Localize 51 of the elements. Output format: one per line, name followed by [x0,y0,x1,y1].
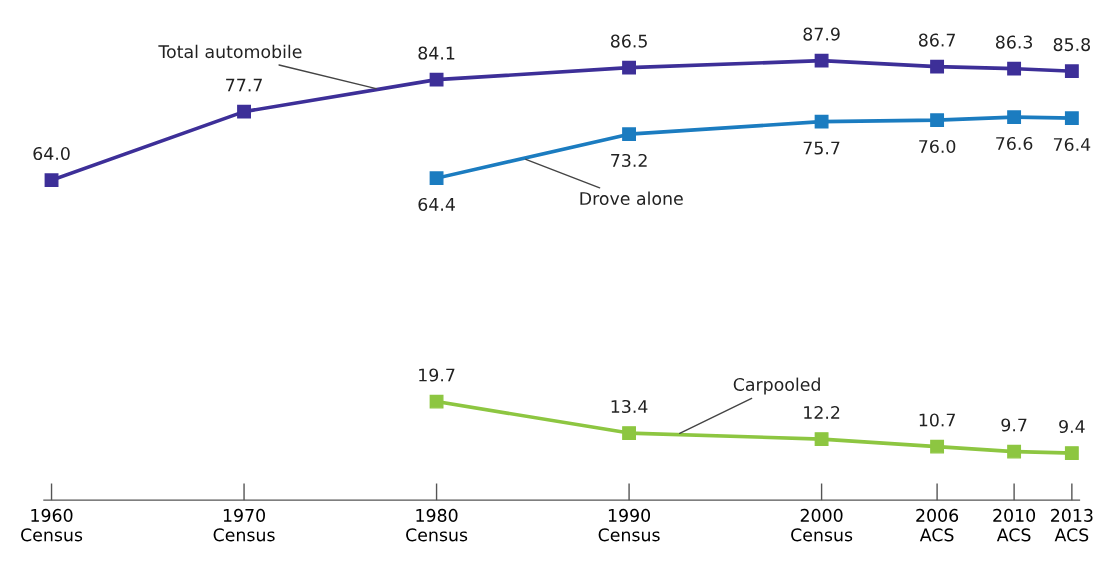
point [622,127,637,142]
point [237,104,251,119]
data-label: 12.2 [804,405,840,419]
point [1007,444,1022,459]
data-label: 64.0 [33,146,70,161]
point [930,59,945,74]
data-label: 76.4 [1053,137,1091,152]
data-label: 73.2 [611,153,647,168]
point [1064,446,1079,461]
data-label: 64.4 [418,197,455,212]
point [814,114,829,129]
point [1007,61,1022,76]
point [429,394,444,409]
x-tick-label: 2013 ACS [1051,508,1093,542]
point [930,439,945,454]
data-label: 75.7 [803,141,840,155]
x-tick-label: 1990 Census [598,508,660,542]
text: Total automobile [158,44,302,59]
data-label: 86.3 [995,35,1033,49]
point [622,426,637,441]
x-tick-label: 2006 ACS [916,508,959,542]
point [622,60,637,75]
x-tick-label: 1970 Census [213,508,275,542]
data-label: 13.4 [611,399,648,414]
data-label: 85.8 [1053,37,1090,52]
text: Carpooled [733,377,820,395]
point [1064,111,1079,126]
data-label: 9.4 [1059,419,1085,434]
data-label: 10.7 [919,413,955,427]
data-label: 76.0 [919,139,956,154]
point [429,72,444,87]
point [814,432,829,447]
data-label: 86.5 [610,34,647,48]
data-label: 9.7 [1001,418,1027,432]
x-tick-label: 1960 Census [21,508,83,542]
point [429,171,444,186]
x-tick-label: 2000 Census [791,508,853,542]
point [44,173,59,188]
point [1064,64,1079,79]
x-tick-label: 2010 ACS [993,508,1036,542]
data-label: 19.7 [419,368,455,382]
data-label: 77.7 [226,78,262,92]
point [930,113,945,128]
text: Drove alone [580,191,683,206]
data-label: 86.7 [918,33,955,47]
point [814,53,829,68]
data-label: 84.1 [418,46,455,60]
x-tick-label: 1980 Census [406,508,468,542]
point [1007,110,1022,125]
data-label: 76.6 [996,136,1033,151]
data-label: 87.9 [803,27,840,41]
